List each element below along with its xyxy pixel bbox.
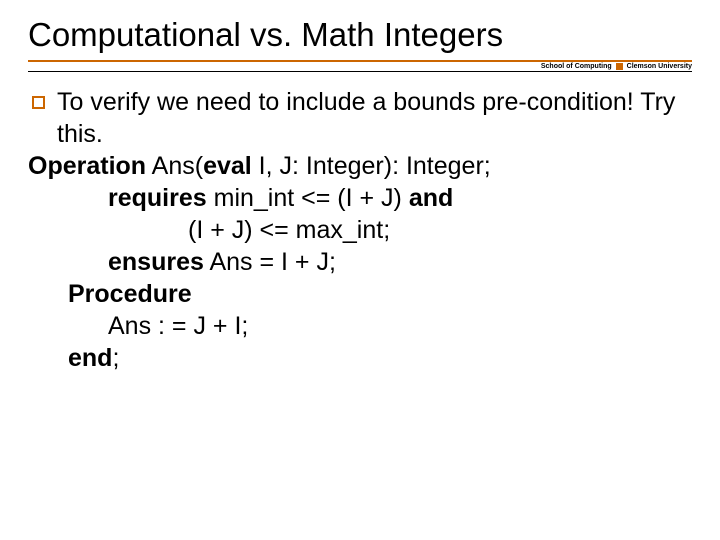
rule-label-row: School of Computing Clemson University (28, 63, 692, 70)
bullet-item: To verify we need to include a bounds pr… (28, 86, 692, 150)
rule-orange-bar (28, 60, 692, 62)
kw-and: and (409, 184, 453, 212)
kw-operation: Operation (28, 152, 146, 180)
kw-end: end (68, 344, 112, 372)
code-line-1: Operation Ans(eval I, J: Integer): Integ… (28, 150, 692, 182)
code-line-2: requires min_int <= (I + J) and (28, 182, 692, 214)
code-line-6: Ans : = J + I; (28, 310, 692, 342)
rule-thin-bar (28, 71, 692, 72)
code-line-7: end; (28, 342, 692, 374)
code-line-5: Procedure (28, 278, 692, 310)
title-rule: School of Computing Clemson University (28, 60, 692, 72)
bullet-text: To verify we need to include a bounds pr… (57, 86, 692, 150)
code-l7b: ; (112, 344, 119, 372)
kw-requires: requires (108, 184, 207, 212)
code-l4b: Ans = I + J; (204, 248, 336, 276)
bullet-square-icon (32, 96, 45, 109)
code-l1b: Ans( (146, 152, 203, 180)
slide-content: To verify we need to include a bounds pr… (28, 86, 692, 374)
header-right-label: Clemson University (627, 63, 692, 70)
code-line-4: ensures Ans = I + J; (28, 246, 692, 278)
kw-procedure: Procedure (68, 280, 192, 308)
kw-ensures: ensures (108, 248, 204, 276)
kw-eval: eval (203, 152, 252, 180)
slide-title: Computational vs. Math Integers (28, 16, 692, 54)
code-l2b: min_int <= (I + J) (207, 184, 409, 212)
rule-square-icon (616, 63, 623, 70)
code-line-3: (I + J) <= max_int; (28, 214, 692, 246)
code-l1d: I, J: Integer): Integer; (252, 152, 491, 180)
header-left-label: School of Computing (541, 63, 612, 70)
